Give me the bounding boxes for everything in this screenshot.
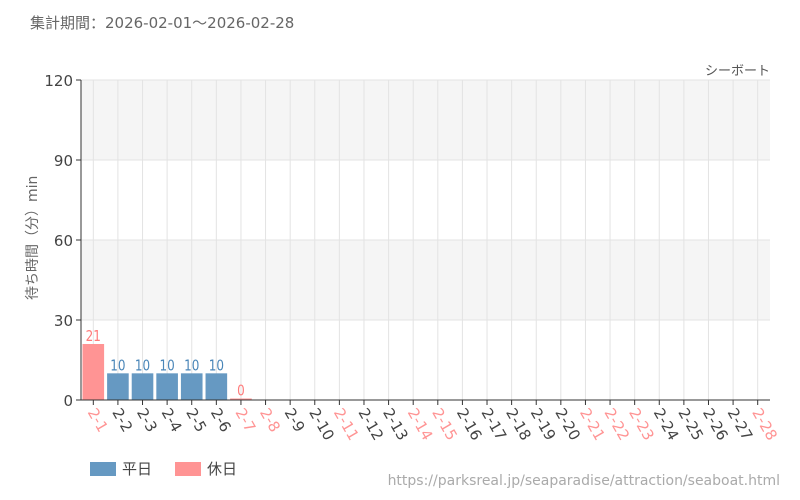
source-url[interactable]: https://parksreal.jp/seaparadise/attract… — [387, 473, 780, 489]
y-tick-label: 60 — [54, 232, 73, 250]
x-tick-label: 2-21 — [576, 405, 609, 443]
legend-swatch-weekday — [90, 461, 116, 476]
attraction-name: シーボート — [704, 64, 770, 79]
x-tick-label: 2-3 — [133, 405, 161, 435]
bar — [205, 373, 228, 400]
grid-band — [81, 240, 770, 320]
x-tick-label: 2-25 — [674, 405, 707, 443]
x-tick-label: 2-16 — [453, 405, 486, 443]
data-label: 21 — [86, 328, 101, 346]
x-tick-label: 2-8 — [256, 405, 284, 435]
x-tick-label: 2-14 — [404, 405, 437, 443]
legend-label: 平日 — [122, 460, 153, 478]
x-tick-label: 2-9 — [281, 405, 309, 435]
y-tick-label: 120 — [44, 72, 73, 90]
bar — [230, 398, 252, 400]
y-tick-label: 0 — [63, 392, 73, 410]
x-tick-label: 2-28 — [748, 405, 781, 443]
bar — [131, 373, 154, 400]
data-label: 10 — [135, 357, 150, 375]
data-label: 0 — [237, 382, 245, 400]
y-tick-label: 30 — [54, 312, 73, 330]
x-tick-label: 2-23 — [625, 405, 658, 443]
x-tick-label: 2-22 — [601, 405, 634, 443]
bar — [82, 344, 105, 400]
legend-label: 休日 — [207, 460, 238, 478]
x-tick-label: 2-26 — [699, 405, 732, 443]
bar — [107, 373, 129, 400]
x-tick-label: 2-24 — [650, 405, 683, 443]
bar — [180, 373, 203, 400]
x-tick-label: 2-19 — [527, 405, 560, 443]
period-title: 集計期間：2026-02-01〜2026-02-28 — [30, 14, 295, 32]
x-tick-label: 2-13 — [379, 405, 412, 443]
x-tick-label: 2-11 — [330, 405, 363, 443]
x-tick-label: 2-27 — [724, 405, 757, 443]
x-tick-label: 2-20 — [551, 405, 584, 443]
legend-holiday[interactable]: 休日 — [175, 458, 237, 479]
x-tick-label: 2-4 — [158, 405, 186, 435]
data-label: 10 — [184, 357, 199, 375]
x-tick-label: 2-15 — [428, 405, 461, 443]
x-tick-label: 2-5 — [182, 405, 210, 435]
y-tick-label: 90 — [54, 152, 73, 170]
x-tick-label: 2-7 — [231, 405, 259, 435]
legend-swatch-holiday — [175, 461, 201, 476]
x-tick-label: 2-18 — [502, 405, 535, 443]
bar — [156, 373, 178, 400]
x-tick-label: 2-17 — [478, 405, 511, 443]
data-label: 10 — [209, 357, 224, 375]
x-tick-label: 2-12 — [355, 405, 388, 443]
x-tick-label: 2-1 — [84, 405, 112, 435]
grid-band — [81, 80, 770, 160]
x-tick-label: 2-10 — [305, 405, 338, 443]
legend-weekday[interactable]: 平日 — [90, 458, 152, 479]
x-tick-label: 2-2 — [108, 405, 136, 435]
x-tick-label: 2-6 — [207, 405, 235, 435]
data-label: 10 — [110, 357, 125, 375]
data-label: 10 — [159, 357, 174, 375]
